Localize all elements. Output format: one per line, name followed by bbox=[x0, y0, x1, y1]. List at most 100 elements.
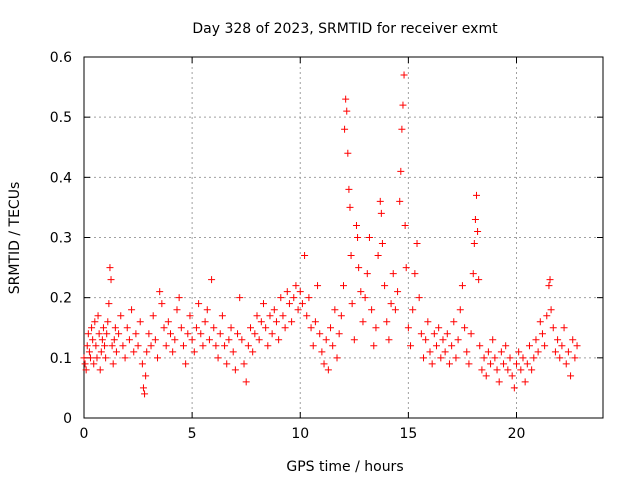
data-point bbox=[83, 342, 91, 350]
data-point bbox=[554, 336, 562, 344]
data-point bbox=[190, 348, 198, 356]
data-point bbox=[164, 318, 172, 326]
data-point bbox=[454, 336, 462, 344]
data-point bbox=[95, 330, 103, 338]
data-point bbox=[106, 264, 114, 272]
data-point bbox=[525, 342, 533, 350]
data-point bbox=[370, 342, 378, 350]
data-point bbox=[210, 324, 218, 332]
data-point bbox=[277, 294, 285, 302]
data-point bbox=[424, 318, 432, 326]
data-point bbox=[337, 312, 345, 320]
data-point bbox=[188, 336, 196, 344]
data-point bbox=[316, 330, 324, 338]
data-point bbox=[149, 312, 157, 320]
data-point bbox=[97, 348, 105, 356]
data-point bbox=[80, 354, 88, 362]
data-point bbox=[244, 342, 252, 350]
x-axis-label: GPS time / hours bbox=[286, 459, 403, 475]
data-point bbox=[495, 378, 503, 386]
y-axis-label: SRMTID / TECUs bbox=[7, 182, 23, 295]
data-point bbox=[387, 300, 395, 308]
grid-lines bbox=[84, 57, 603, 418]
x-tick-label: 15 bbox=[399, 426, 417, 442]
data-point bbox=[448, 342, 456, 350]
data-point bbox=[354, 234, 362, 241]
data-point bbox=[229, 348, 237, 356]
data-point bbox=[411, 270, 419, 278]
data-point bbox=[493, 366, 501, 374]
data-point bbox=[546, 276, 554, 284]
data-point bbox=[567, 372, 575, 380]
chart-title: Day 328 of 2023, SRMTID for receiver exm… bbox=[192, 21, 498, 37]
data-point bbox=[480, 354, 488, 362]
data-point bbox=[184, 330, 192, 338]
data-point bbox=[109, 360, 117, 368]
data-point bbox=[105, 300, 113, 308]
data-point bbox=[378, 240, 386, 248]
data-point bbox=[103, 330, 111, 338]
data-point bbox=[205, 336, 213, 344]
data-point bbox=[259, 300, 267, 308]
data-point bbox=[111, 324, 119, 332]
data-point bbox=[422, 336, 430, 344]
y-tick-label: 0.6 bbox=[50, 50, 72, 66]
data-point bbox=[426, 348, 434, 356]
data-point bbox=[484, 348, 492, 356]
data-point bbox=[142, 372, 150, 380]
data-point bbox=[251, 330, 259, 338]
data-point bbox=[279, 312, 287, 320]
data-point bbox=[372, 324, 380, 332]
data-point bbox=[441, 348, 449, 356]
data-point bbox=[151, 336, 159, 344]
data-point bbox=[123, 324, 131, 332]
data-point bbox=[343, 107, 351, 115]
data-point bbox=[573, 342, 581, 350]
data-point bbox=[102, 354, 110, 362]
data-point bbox=[452, 354, 460, 362]
data-point bbox=[81, 360, 89, 368]
data-point bbox=[208, 276, 216, 284]
data-point bbox=[374, 252, 382, 260]
data-point bbox=[86, 354, 94, 362]
data-point bbox=[562, 360, 570, 368]
data-point bbox=[98, 336, 106, 344]
x-tick-label: 5 bbox=[188, 426, 197, 442]
data-point bbox=[469, 270, 477, 278]
y-tick-label: 0.4 bbox=[50, 170, 72, 186]
data-point bbox=[365, 234, 373, 241]
data-point bbox=[513, 360, 520, 368]
data-point bbox=[523, 360, 531, 368]
data-point bbox=[253, 312, 261, 320]
data-point bbox=[311, 318, 319, 326]
data-point bbox=[203, 306, 211, 314]
data-point bbox=[296, 288, 304, 296]
data-point bbox=[242, 378, 250, 386]
data-point bbox=[99, 324, 107, 332]
data-point bbox=[234, 330, 242, 338]
data-point bbox=[497, 348, 505, 356]
data-point bbox=[288, 318, 296, 326]
data-point bbox=[560, 324, 568, 332]
data-point bbox=[391, 306, 399, 314]
data-point bbox=[141, 390, 149, 398]
data-point bbox=[534, 348, 542, 356]
data-point bbox=[335, 330, 343, 338]
data-point bbox=[508, 372, 516, 380]
data-point bbox=[558, 342, 566, 350]
data-point bbox=[212, 342, 220, 350]
data-point bbox=[324, 366, 332, 374]
data-point bbox=[543, 312, 551, 320]
data-point bbox=[82, 366, 90, 374]
data-point bbox=[238, 336, 246, 344]
data-point bbox=[342, 95, 350, 103]
data-point bbox=[91, 318, 99, 326]
data-point bbox=[350, 336, 358, 344]
data-point bbox=[231, 366, 239, 374]
data-point bbox=[292, 282, 300, 290]
data-point bbox=[474, 227, 482, 235]
data-point bbox=[528, 366, 536, 374]
data-point bbox=[136, 318, 144, 326]
data-point bbox=[381, 282, 389, 290]
data-point bbox=[154, 354, 162, 362]
